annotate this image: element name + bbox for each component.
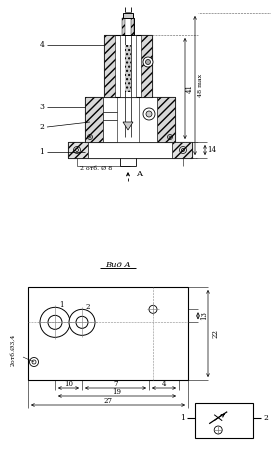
Circle shape [76,316,88,329]
Circle shape [214,426,222,434]
Bar [157,97,175,142]
Bar [85,97,175,142]
Text: 41: 41 [186,84,194,93]
Text: 1: 1 [180,414,185,422]
Text: 22: 22 [211,329,219,338]
Text: 48 max: 48 max [198,74,204,97]
Circle shape [40,307,70,337]
Bar [117,97,139,142]
Circle shape [48,315,62,329]
Text: 14: 14 [208,146,217,154]
Bar [68,142,192,158]
Bar [28,287,188,380]
Text: 27: 27 [104,397,112,405]
Circle shape [30,358,38,366]
Circle shape [146,111,152,117]
Text: 2: 2 [86,303,90,311]
Text: 2 отб. Ø 8: 2 отб. Ø 8 [80,166,112,171]
Text: Вид А: Вид А [105,261,131,269]
Bar [123,13,133,18]
Circle shape [143,108,155,120]
Text: 2отб.Ø3,4: 2отб.Ø3,4 [11,334,15,366]
Circle shape [146,60,150,65]
Text: 1: 1 [59,301,63,309]
Text: 4: 4 [40,41,44,49]
Text: 13: 13 [200,311,208,320]
Bar [141,35,152,97]
Text: 19: 19 [112,388,121,396]
Bar [122,18,134,35]
Bar [104,35,115,97]
Circle shape [143,57,153,67]
Text: A: A [136,170,142,178]
Bar [172,142,192,158]
Bar [195,403,253,438]
Text: 2: 2 [263,414,268,422]
Text: 4: 4 [162,380,166,388]
Text: 1: 1 [40,148,44,156]
Text: 2: 2 [40,123,44,131]
Bar [88,142,172,158]
Bar [125,45,131,92]
Text: 7: 7 [113,380,118,388]
Bar [103,97,157,142]
Polygon shape [123,122,133,130]
Bar [122,18,125,35]
Bar [104,35,152,97]
Circle shape [32,360,36,364]
Circle shape [69,309,95,335]
Bar [131,18,134,35]
Text: 3: 3 [40,103,44,111]
Bar [85,97,103,142]
Bar [120,35,136,97]
Circle shape [149,305,157,313]
Text: 10: 10 [64,380,73,388]
Bar [68,142,88,158]
